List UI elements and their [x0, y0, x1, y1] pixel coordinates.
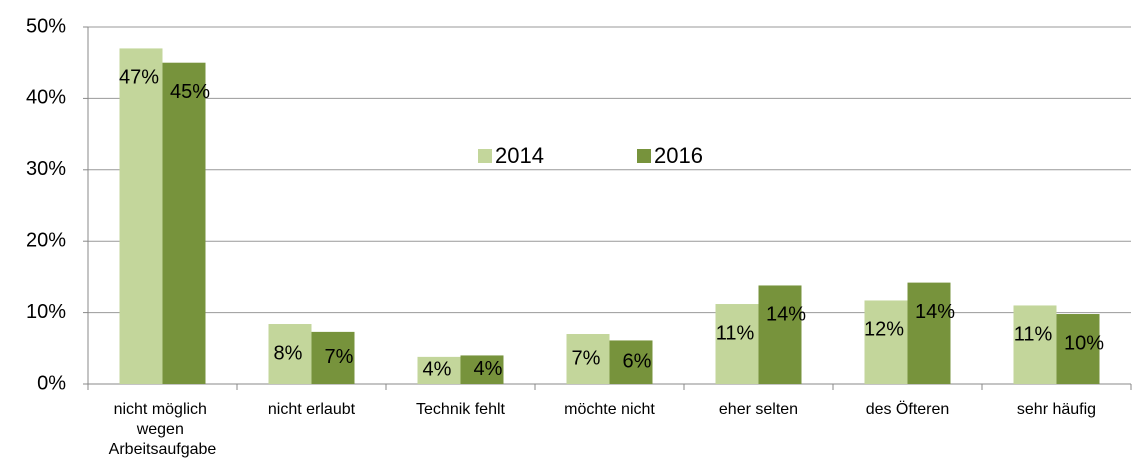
data-label: 12% — [864, 319, 904, 341]
y-tick-label: 40% — [26, 87, 66, 109]
y-tick-label: 20% — [26, 229, 66, 251]
bar — [1056, 314, 1100, 384]
x-tick-label: möchte nicht — [564, 401, 655, 418]
data-label: 7% — [325, 346, 354, 368]
data-label: 7% — [572, 347, 601, 369]
legend-swatch — [478, 149, 492, 163]
legend-label: 2016 — [654, 143, 703, 168]
x-tick-label: nicht erlaubt — [268, 401, 356, 418]
y-tick-label: 10% — [26, 301, 66, 323]
data-label: 4% — [423, 359, 452, 381]
x-tick-label: Technik fehlt — [416, 401, 505, 418]
bar — [1013, 305, 1057, 384]
data-label: 8% — [274, 342, 303, 364]
bar — [460, 355, 504, 384]
legend-swatch — [637, 149, 651, 163]
y-tick-label: 50% — [26, 15, 66, 37]
data-label: 6% — [623, 351, 652, 373]
data-label: 14% — [915, 301, 955, 323]
data-label: 14% — [766, 304, 806, 326]
data-label: 11% — [716, 322, 755, 344]
x-tick-label: sehr häufig — [1017, 401, 1096, 418]
data-label: 4% — [474, 358, 503, 380]
bar — [715, 304, 759, 384]
bar — [609, 340, 653, 384]
y-tick-label: 0% — [37, 372, 66, 394]
data-label: 11% — [1014, 324, 1053, 346]
bar — [864, 300, 908, 384]
bar — [268, 324, 312, 384]
y-tick-label: 30% — [26, 158, 66, 180]
x-tick-label: des Öfteren — [866, 400, 950, 418]
bar — [758, 285, 802, 384]
x-tick-label: eher selten — [719, 401, 798, 418]
data-label: 10% — [1064, 332, 1104, 354]
bar — [162, 62, 206, 384]
x-tick-label: nicht möglich wegen Arbeitsaufgabe — [109, 401, 217, 458]
bar — [119, 48, 163, 385]
bar — [311, 331, 355, 384]
data-label: 47% — [119, 67, 159, 89]
bar — [566, 334, 610, 384]
bar — [907, 282, 951, 384]
data-label: 45% — [170, 81, 210, 103]
legend-label: 2014 — [495, 143, 544, 168]
bar — [417, 356, 461, 384]
